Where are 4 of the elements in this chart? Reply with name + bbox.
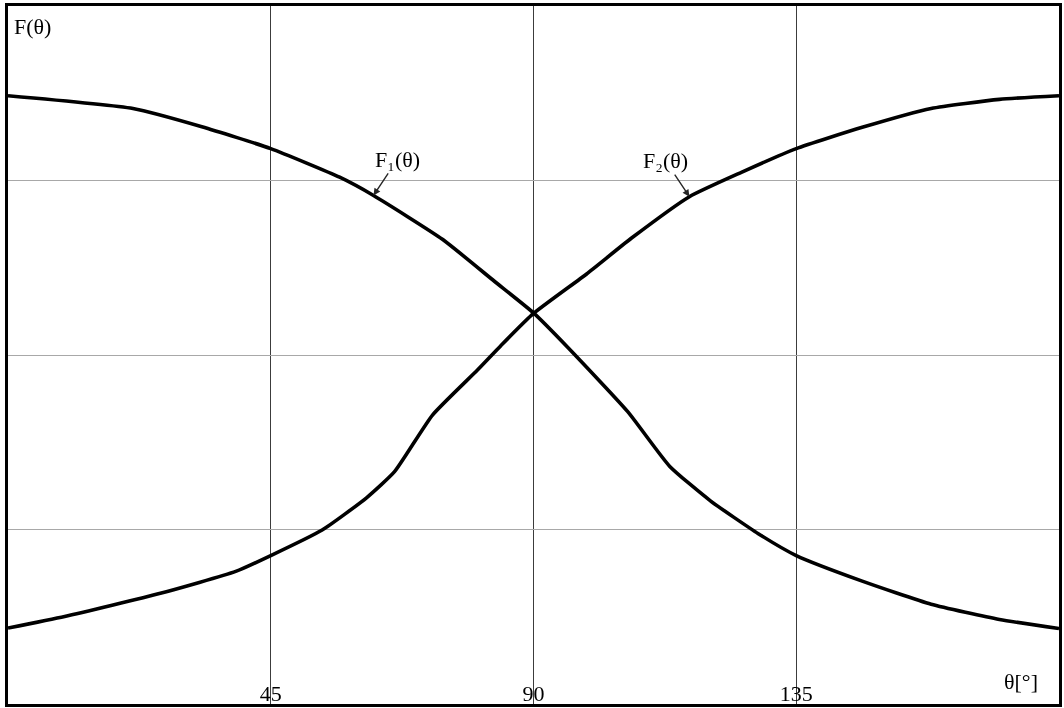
- x-axis-title: θ[°]: [1004, 669, 1038, 694]
- series-label: F₁(θ): [375, 147, 421, 172]
- series-label: F₂(θ): [643, 148, 689, 173]
- y-axis-title: F(θ): [14, 14, 52, 39]
